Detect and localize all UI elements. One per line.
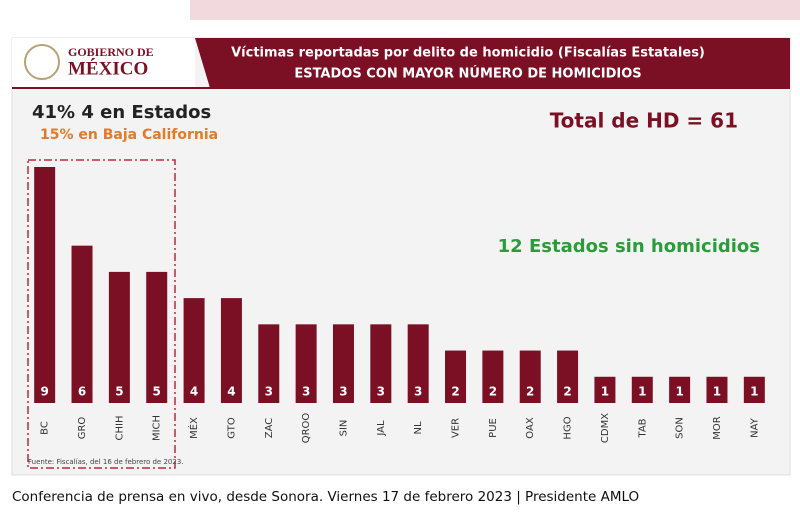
x-tick-label: PUE — [488, 418, 499, 438]
logo-text: MÉXICO — [68, 57, 148, 79]
value-label: 1 — [638, 385, 646, 399]
value-label: 2 — [451, 385, 459, 399]
caption: Conferencia de prensa en vivo, desde Son… — [12, 489, 639, 505]
bar — [445, 350, 467, 403]
bar — [669, 376, 691, 403]
x-tick-label: NAY — [749, 417, 760, 438]
bar — [258, 324, 280, 403]
chart-title: Víctimas reportadas por delito de homici… — [231, 46, 705, 61]
value-label: 9 — [40, 385, 48, 399]
bar — [557, 350, 579, 403]
header-band — [195, 38, 790, 88]
x-tick-label: GTO — [226, 417, 237, 439]
value-label: 6 — [78, 385, 86, 399]
annotation: 41% 4 en Estados — [32, 102, 211, 123]
value-label: 5 — [115, 385, 123, 399]
bar — [332, 324, 354, 403]
x-tick-label: MÉX — [187, 417, 200, 439]
highlight-box — [27, 159, 176, 469]
value-label: 3 — [377, 385, 385, 399]
bar — [220, 298, 242, 403]
x-tick-label: ZAC — [264, 418, 275, 439]
value-label: 3 — [414, 385, 422, 399]
value-label: 2 — [526, 385, 534, 399]
bar — [108, 271, 130, 403]
x-tick-label: HGO — [563, 416, 574, 439]
value-label: 1 — [750, 385, 758, 399]
x-tick-label: SON — [675, 417, 686, 439]
bar — [295, 324, 317, 403]
bar — [482, 350, 504, 403]
logo-seal — [24, 44, 60, 80]
bar — [743, 376, 765, 403]
x-tick-label: NL — [413, 421, 424, 434]
x-tick-label: TAB — [637, 418, 648, 438]
value-label: 1 — [675, 385, 683, 399]
bar — [34, 167, 56, 403]
x-tick-label: BC — [40, 421, 51, 435]
chart-subtitle: ESTADOS CON MAYOR NÚMERO DE HOMICIDIOS — [294, 66, 641, 82]
x-tick-label: GRO — [77, 417, 88, 440]
bar — [706, 376, 728, 403]
bar — [407, 324, 429, 403]
x-tick-label: CHIH — [114, 416, 125, 441]
value-label: 3 — [265, 385, 273, 399]
bar — [71, 245, 93, 403]
x-tick-label: CDMX — [600, 413, 611, 443]
value-label: 2 — [563, 385, 571, 399]
value-label: 5 — [153, 385, 161, 399]
x-tick-label: MOR — [712, 416, 723, 439]
bar — [631, 376, 653, 403]
x-tick-label: SIN — [338, 420, 349, 437]
logo-text: GOBIERNO DE — [68, 45, 154, 59]
x-tick-label: OAX — [525, 417, 536, 439]
x-tick-label: MICH — [152, 415, 163, 441]
top-strip — [190, 0, 800, 20]
bar — [519, 350, 541, 403]
bar — [370, 324, 392, 403]
value-label: 1 — [601, 385, 609, 399]
x-tick-label: VER — [451, 418, 462, 438]
value-label: 3 — [339, 385, 347, 399]
value-label: 1 — [713, 385, 721, 399]
annotation: Total de HD = 61 — [550, 109, 738, 133]
value-label: 3 — [302, 385, 310, 399]
x-tick-label: JAL — [376, 420, 387, 437]
slide — [11, 37, 791, 476]
value-label: 2 — [489, 385, 497, 399]
bar — [594, 376, 616, 403]
bar — [146, 271, 168, 403]
x-tick-label: QROO — [301, 413, 312, 444]
annotation: 15% en Baja California — [40, 127, 218, 143]
value-label: 4 — [227, 385, 235, 399]
bar — [183, 298, 205, 403]
source: Fuente: Fiscalías, del 16 de febrero de … — [28, 458, 184, 466]
annotation: 12 Estados sin homicidios — [498, 236, 760, 257]
value-label: 4 — [190, 385, 198, 399]
